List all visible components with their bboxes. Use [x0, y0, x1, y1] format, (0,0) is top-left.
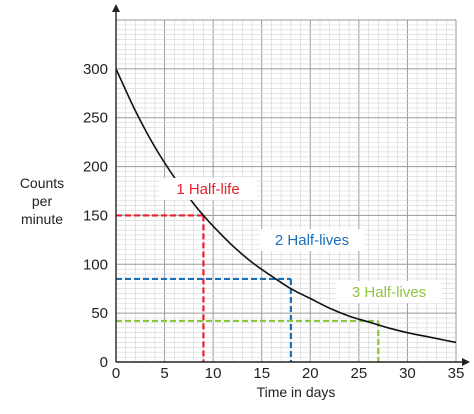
annotation-label-bg	[259, 229, 365, 251]
y-tick-label: 150	[83, 207, 108, 224]
y-tick-label: 0	[100, 354, 108, 371]
x-tick-label: 20	[302, 365, 319, 382]
y-tick-label: 50	[91, 305, 108, 322]
y-axis-title-line-2: per	[32, 193, 53, 209]
x-tick-label: 35	[448, 365, 465, 382]
x-tick-label: 10	[205, 365, 222, 382]
annotation-label-bg	[159, 178, 257, 200]
y-axis-arrow	[112, 4, 120, 12]
y-tick-label: 250	[83, 110, 108, 127]
chart-axes	[112, 4, 470, 366]
x-tick-label: 0	[112, 365, 120, 382]
half-life-guides	[116, 214, 380, 362]
y-axis-title-line-3: minute	[21, 211, 63, 227]
y-axis-title-line-1: Counts	[20, 175, 64, 191]
x-tick-label: 30	[399, 365, 416, 382]
y-tick-label: 300	[83, 61, 108, 78]
x-tick-label: 25	[351, 365, 368, 382]
annotation-label: 1 Half-life	[176, 181, 239, 198]
x-tick-label: 15	[253, 365, 270, 382]
y-tick-label: 200	[83, 159, 108, 176]
annotation-label-bg	[336, 281, 442, 303]
x-axis-title: Time in days	[257, 384, 336, 400]
tick-labels: 0 5 10 15 20 25 30 35 0 50 100 150 200 250 300	[83, 61, 464, 382]
annotation-label: 2 Half-lives	[275, 232, 349, 249]
annotation-label: 3 Half-lives	[352, 284, 426, 301]
y-tick-label: 100	[83, 256, 108, 273]
x-axis-arrow	[462, 358, 470, 366]
x-tick-label: 5	[160, 365, 168, 382]
annotation-labels: 1 Half-life 2 Half-lives 3 Half-lives	[159, 178, 442, 303]
